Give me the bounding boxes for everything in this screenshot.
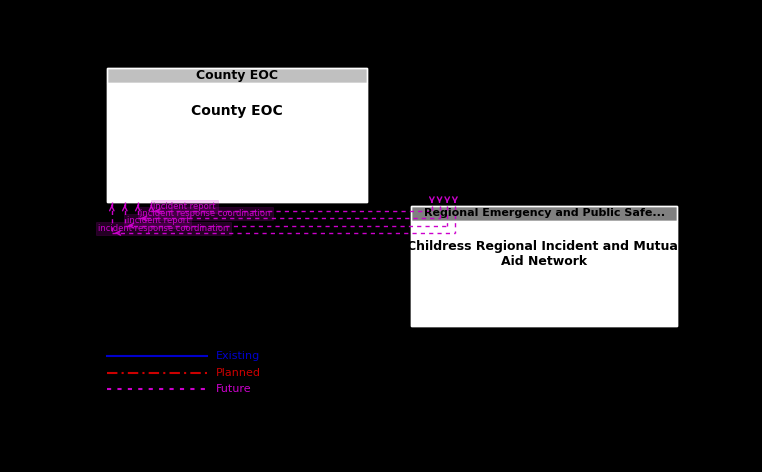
Text: Planned: Planned: [216, 368, 261, 378]
Text: Childress Regional Incident and Mutual
Aid Network: Childress Regional Incident and Mutual A…: [407, 240, 681, 268]
Text: Existing: Existing: [216, 352, 261, 362]
Text: County EOC: County EOC: [191, 104, 283, 118]
Text: incident response coordination: incident response coordination: [140, 209, 271, 218]
Bar: [107, 67, 367, 202]
Bar: [107, 67, 367, 83]
Text: incident report: incident report: [153, 202, 216, 211]
Bar: [411, 221, 677, 326]
Text: Regional Emergency and Public Safe...: Regional Emergency and Public Safe...: [424, 208, 664, 218]
Text: Future: Future: [216, 384, 252, 394]
Text: County EOC: County EOC: [196, 68, 278, 82]
Bar: [107, 83, 367, 202]
Bar: [411, 206, 677, 221]
Text: incident response coordination: incident response coordination: [98, 224, 229, 233]
Bar: [411, 206, 677, 326]
Text: incident report: incident report: [126, 217, 189, 226]
